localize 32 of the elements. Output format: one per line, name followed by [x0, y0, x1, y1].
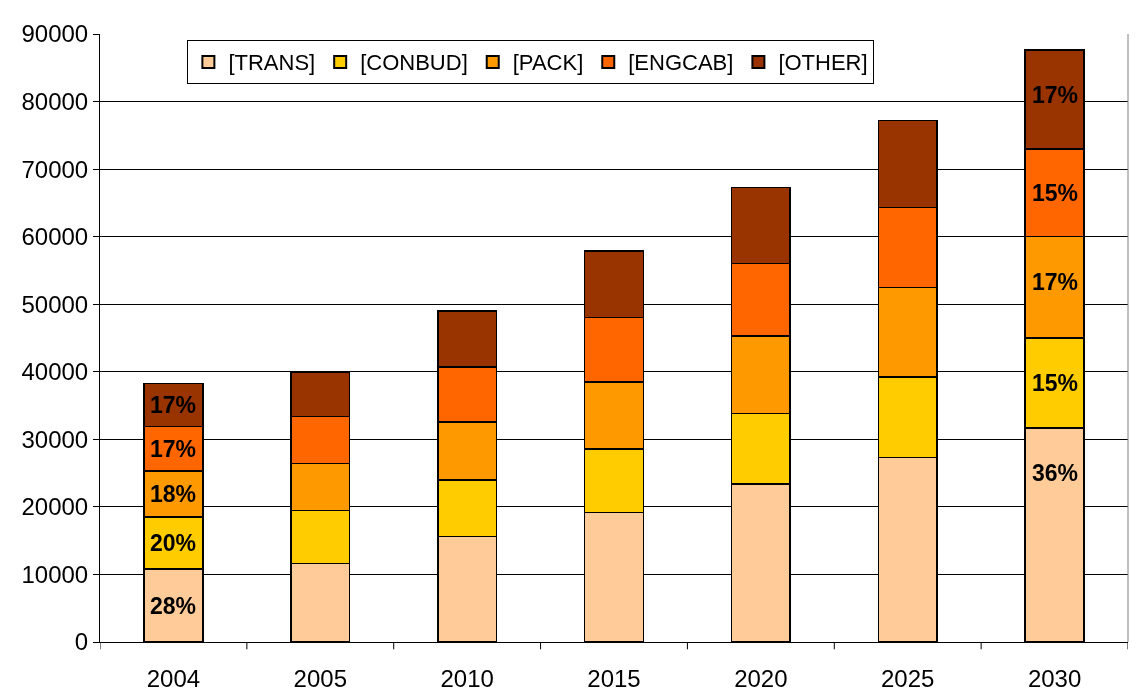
y-tick-label: 90000: [21, 20, 89, 48]
y-tick-label: 60000: [21, 223, 89, 251]
x-tick-label: 2025: [881, 664, 935, 692]
x-tick-label: 2010: [440, 664, 494, 692]
annotation: 20%: [150, 530, 197, 556]
legend-label: [OTHER]: [778, 50, 868, 76]
legend-label: [CONBUD]: [360, 50, 468, 76]
y-tick-label: 0: [74, 628, 89, 656]
annotation: 17%: [1032, 269, 1079, 295]
annotation: 15%: [1032, 180, 1079, 206]
legend-label: [TRANS]: [228, 50, 316, 76]
legend-label: [PACK]: [512, 50, 584, 76]
y-tick-label: 10000: [21, 560, 89, 588]
x-tick-label: 2004: [146, 664, 201, 692]
y-tick-label: 80000: [21, 87, 89, 115]
annotation: 18%: [150, 481, 197, 507]
annotation: 17%: [1032, 82, 1079, 108]
annotation: 17%: [150, 392, 197, 418]
y-tick-label: 20000: [21, 493, 89, 521]
y-tick-label: 50000: [21, 290, 89, 318]
annotation: 15%: [1032, 370, 1079, 396]
y-tick-label: 30000: [21, 425, 89, 453]
annotation: 17%: [150, 436, 197, 462]
annotation: 28%: [150, 593, 197, 619]
y-tick-label: 40000: [21, 358, 89, 386]
y-tick-label: 70000: [21, 155, 89, 183]
legend-label: [ENGCAB]: [628, 50, 734, 76]
x-tick-label: 2020: [734, 664, 788, 692]
x-tick-label: 2005: [293, 664, 347, 692]
x-tick-label: 2015: [587, 664, 641, 692]
annotation: 36%: [1032, 460, 1079, 486]
x-tick-label: 2030: [1027, 664, 1082, 692]
